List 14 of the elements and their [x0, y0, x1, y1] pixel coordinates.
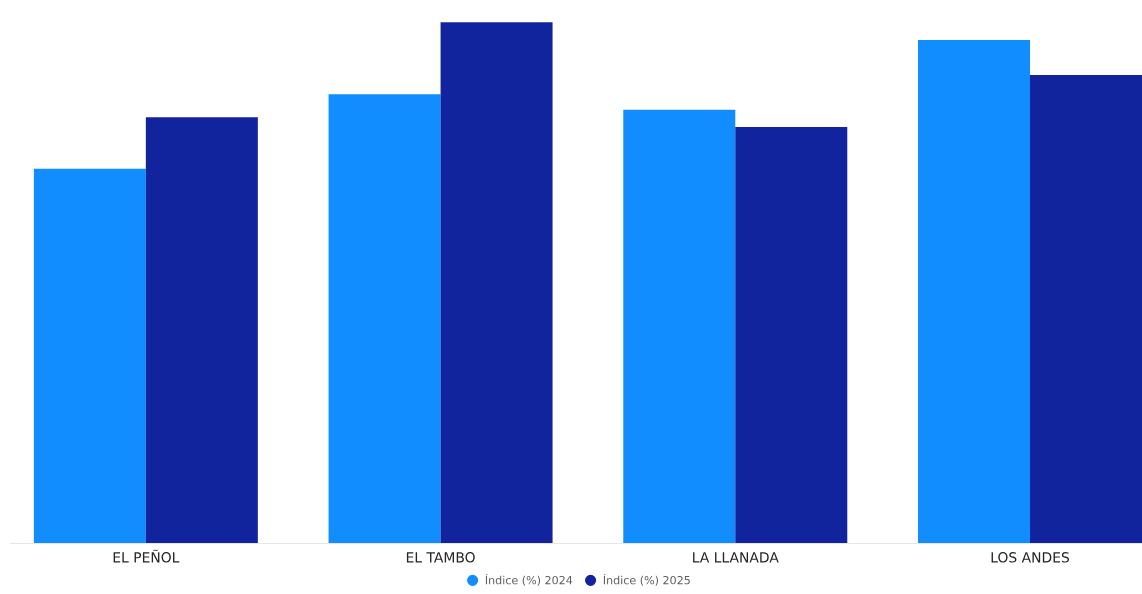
legend-label: Índice (%) 2025 — [603, 573, 690, 586]
bar — [440, 22, 553, 544]
bar — [1030, 74, 1142, 544]
bar — [328, 94, 441, 544]
bar — [918, 40, 1031, 544]
bar — [735, 127, 848, 544]
x-tick-label: LA LLANADA — [693, 552, 779, 563]
legend-label: Índice (%) 2024 — [485, 573, 573, 586]
x-tick-label: EL TAMBO — [406, 552, 475, 563]
bar — [145, 117, 258, 544]
x-tick-label: EL PEÑOL — [113, 549, 180, 563]
x-tick-label: LOS ANDES — [991, 552, 1070, 563]
bar — [623, 109, 736, 544]
bar — [33, 168, 146, 544]
